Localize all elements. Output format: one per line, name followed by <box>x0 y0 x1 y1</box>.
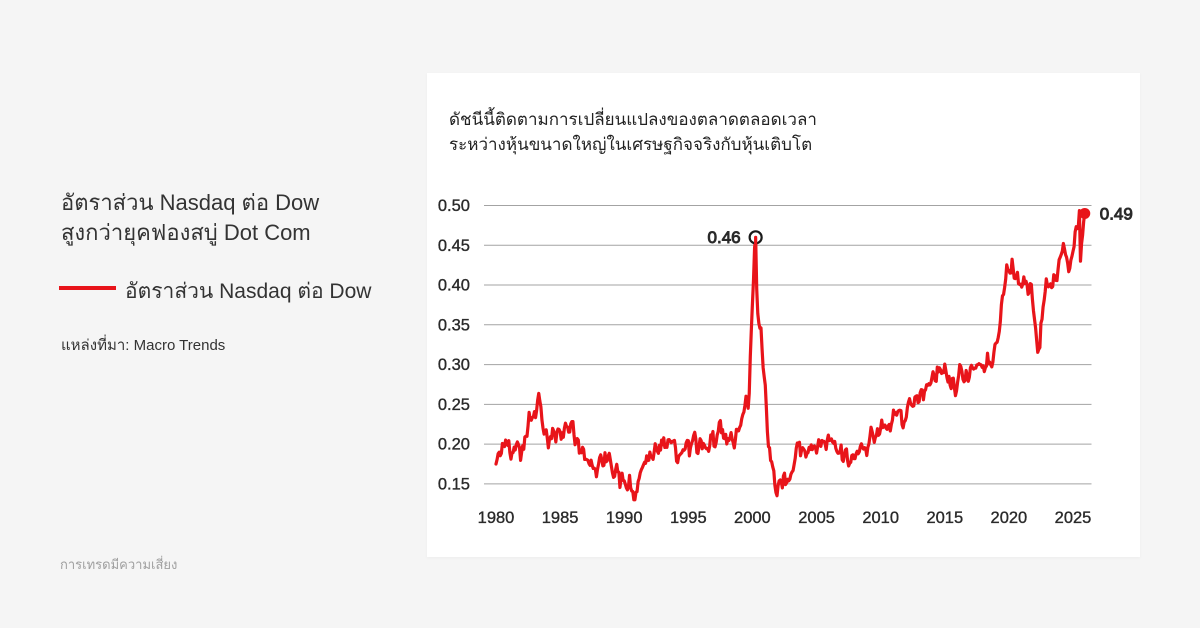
svg-text:2000: 2000 <box>734 509 771 527</box>
svg-text:0.45: 0.45 <box>438 237 470 255</box>
svg-text:0.20: 0.20 <box>438 436 470 454</box>
svg-text:0.40: 0.40 <box>438 277 470 295</box>
svg-text:2025: 2025 <box>1055 509 1092 527</box>
svg-text:0.49: 0.49 <box>1100 204 1133 223</box>
svg-text:0.15: 0.15 <box>438 475 470 493</box>
svg-text:1980: 1980 <box>478 509 515 527</box>
svg-text:2005: 2005 <box>798 509 835 527</box>
svg-text:2020: 2020 <box>991 509 1028 527</box>
svg-text:2015: 2015 <box>926 509 963 527</box>
svg-text:0.50: 0.50 <box>438 197 470 215</box>
svg-text:0.25: 0.25 <box>438 396 470 414</box>
svg-text:0.30: 0.30 <box>438 356 470 374</box>
svg-text:1985: 1985 <box>542 509 579 527</box>
svg-text:1990: 1990 <box>606 509 643 527</box>
svg-text:2010: 2010 <box>862 509 899 527</box>
svg-text:0.46: 0.46 <box>708 228 741 247</box>
svg-text:1995: 1995 <box>670 509 707 527</box>
svg-text:0.35: 0.35 <box>438 316 470 334</box>
